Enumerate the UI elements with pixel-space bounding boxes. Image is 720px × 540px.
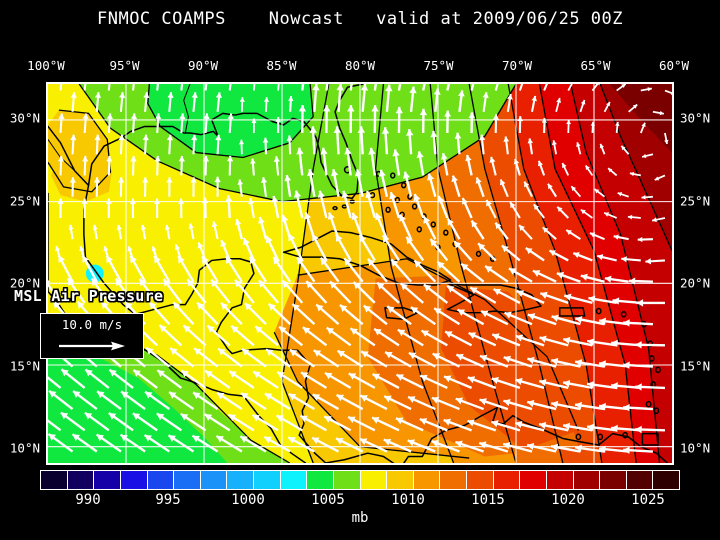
colorbar-swatch [227, 471, 254, 489]
figure-title: FNMOC COAMPS Nowcast valid at 2009/06/25… [96, 9, 623, 29]
colorbar-swatch [520, 471, 547, 489]
colorbar-swatch [120, 471, 148, 489]
latitude-tick-label: 25°N [680, 193, 711, 209]
map-plot-area [46, 82, 674, 465]
colorbar-swatch [600, 471, 627, 489]
latitude-axis-right: 30°N 25°N 20°N 15°N 10°N [676, 82, 720, 465]
longitude-tick-label: 60°W [658, 58, 690, 73]
colorbar-tick-label: 1020 [551, 492, 585, 508]
colorbar-swatch [147, 471, 175, 489]
colorbar-tick-labels: 990 995 1000 1005 1010 1015 1020 1025 [40, 492, 680, 510]
colorbar-units-label: mb [351, 510, 369, 526]
colorbar-swatch [174, 471, 201, 489]
latitude-tick-label: 15°N [9, 358, 40, 374]
field-label: MSL Air Pressure [14, 287, 164, 305]
colorbar-swatch [254, 471, 281, 489]
latitude-tick-label: 30°N [680, 110, 711, 126]
colorbar-swatch [413, 471, 441, 489]
colorbar-swatch [493, 471, 521, 489]
colorbar-tick-label: 990 [75, 492, 101, 508]
wind-arrow-east-icon [59, 341, 125, 351]
latitude-axis-left: 30°N 25°N 20°N 15°N 10°N [0, 82, 44, 465]
colorbar-tick-label: 1000 [231, 492, 265, 508]
longitude-tick-label: 75°W [423, 58, 454, 73]
colorbar-tick-label: 1025 [631, 492, 665, 508]
longitude-tick-label: 80°W [344, 58, 376, 73]
colorbar-swatch [67, 471, 95, 489]
longitude-tick-label: 65°W [580, 58, 611, 73]
colorbar-swatch [360, 471, 388, 489]
longitude-tick-label: 95°W [109, 58, 140, 73]
colorbar-tick-label: 1015 [471, 492, 505, 508]
colorbar-swatch [333, 471, 361, 489]
latitude-tick-label: 20°N [9, 275, 40, 291]
colorbar-swatch [94, 471, 121, 489]
longitude-tick-label: 100°W [27, 58, 65, 73]
latitude-tick-label: 10°N [9, 440, 40, 456]
longitude-tick-label: 70°W [501, 58, 533, 73]
wind-vector-key: 10.0 m/s [40, 313, 144, 359]
latitude-tick-label: 10°N [680, 440, 711, 456]
longitude-tick-label: 90°W [187, 58, 219, 73]
map-canvas [48, 84, 672, 463]
latitude-tick-label: 20°N [680, 275, 711, 291]
colorbar-swatch [653, 471, 679, 489]
colorbar-swatch [387, 471, 414, 489]
colorbar-swatch [626, 471, 654, 489]
colorbar-tick-label: 1005 [311, 492, 345, 508]
colorbar [40, 470, 680, 490]
longitude-axis-top: 100°W 95°W 90°W 85°W 80°W 75°W 70°W 65°W 60°W [27, 58, 689, 76]
colorbar-swatch [573, 471, 601, 489]
wind-vector-key-label: 10.0 m/s [61, 317, 123, 332]
colorbar-swatch [546, 471, 574, 489]
colorbar-tick-label: 1010 [391, 492, 425, 508]
wind-vector-field [48, 84, 672, 454]
colorbar-swatch [41, 471, 68, 489]
colorbar-swatch [440, 471, 467, 489]
pressure-field [48, 84, 672, 463]
colorbar-swatch [307, 471, 334, 489]
colorbar-swatch [280, 471, 308, 489]
latitude-tick-label: 30°N [9, 110, 40, 126]
latitude-tick-label: 25°N [9, 193, 40, 209]
latitude-tick-label: 15°N [680, 358, 711, 374]
colorbar-tick-label: 995 [155, 492, 181, 508]
longitude-tick-label: 85°W [266, 58, 297, 73]
colorbar-swatch [200, 471, 228, 489]
colorbar-swatch [467, 471, 494, 489]
